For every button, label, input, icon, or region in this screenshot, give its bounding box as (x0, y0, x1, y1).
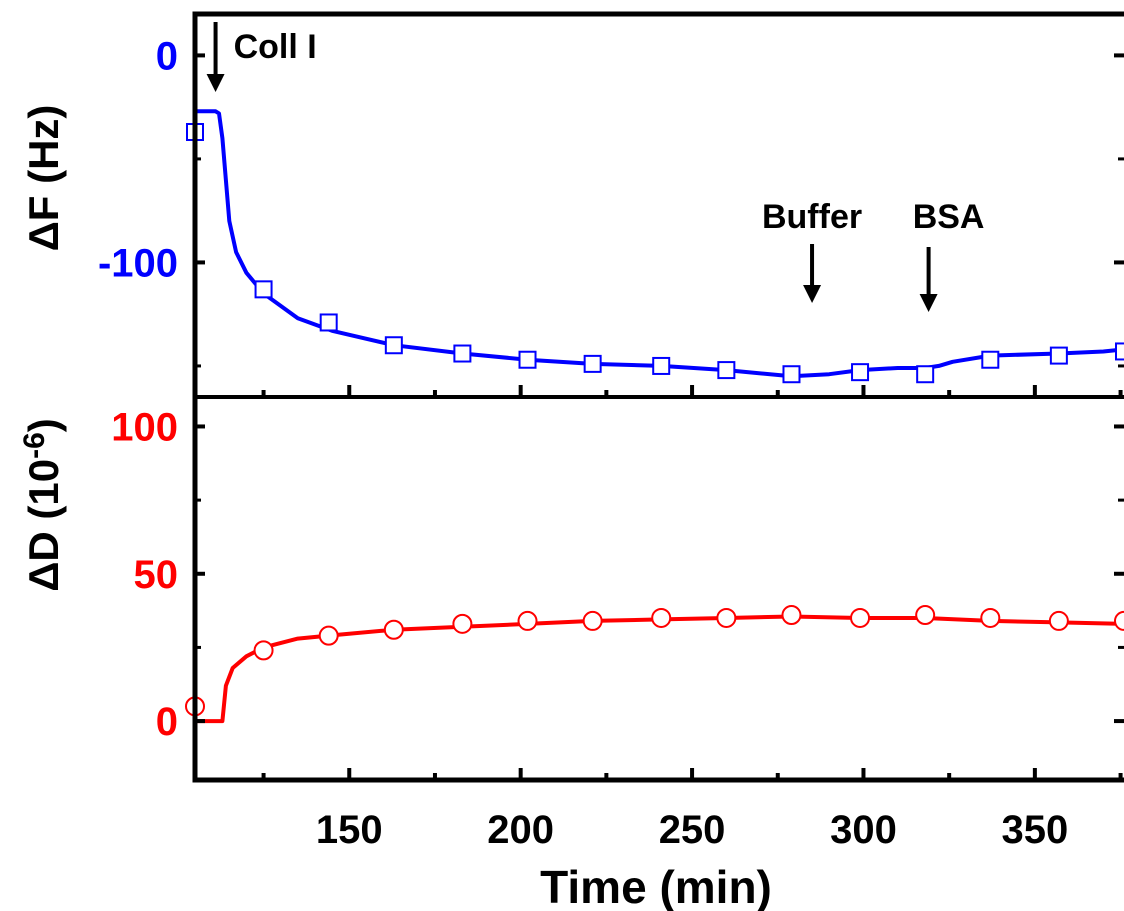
bottom-marker-11 (915, 605, 936, 626)
bottom-y-axis-title-close: ) (20, 418, 67, 432)
bottom-marker-6 (582, 610, 603, 631)
annotation-arrow-2-head (919, 294, 938, 312)
top-marker-3 (384, 336, 403, 355)
bottom-marker-3 (383, 619, 404, 640)
bottom-y-axis-title: ΔD (10-6) (18, 418, 67, 592)
bottom-y-axis-title-base: ΔD (10 (20, 459, 67, 592)
top-marker-5 (518, 350, 537, 369)
bottom-marker-9 (781, 605, 802, 626)
bottom-marker-2 (318, 625, 339, 646)
top-panel-frequency: 0 -100 (98, 34, 1124, 397)
top-marker-9 (782, 365, 801, 384)
top-series-line (195, 109, 1124, 379)
top-ytick-label-1: -100 (98, 241, 178, 285)
bottom-ytick-label-2: 100 (111, 405, 178, 449)
bottom-marker-10 (850, 607, 871, 628)
bottom-marker-13 (1048, 610, 1069, 631)
bottom-panel-dissipation: 0 50 100 (111, 405, 1124, 780)
bottom-marker-4 (452, 613, 473, 634)
xtick-label-4: 350 (1001, 808, 1068, 852)
xtick-label-1: 200 (487, 808, 554, 852)
top-marker-14 (1115, 342, 1124, 361)
axis-labels: Coll I Buffer BSA 150 200 250 300 350 Time (min)… (18, 22, 1068, 911)
annotation-arrow-1-head (803, 285, 822, 303)
top-marker-4 (453, 344, 472, 363)
bottom-marker-14 (1114, 610, 1124, 631)
annotation-1: Buffer (762, 198, 862, 236)
x-axis-title: Time (min) (540, 861, 772, 911)
xtick-label-2: 250 (659, 808, 726, 852)
annotation-0: Coll I (234, 28, 317, 66)
annotation-2: BSA (913, 198, 985, 236)
bottom-marker-5 (517, 610, 538, 631)
bottom-y-axis-title-exp: -6 (18, 432, 51, 459)
xtick-label-0: 150 (316, 808, 383, 852)
top-marker-10 (851, 363, 870, 382)
bottom-marker-8 (716, 607, 737, 628)
bottom-marker-1 (253, 640, 274, 661)
top-marker-12 (981, 350, 1000, 369)
top-marker-13 (1049, 346, 1068, 365)
bottom-marker-12 (980, 607, 1001, 628)
top-marker-11 (916, 365, 935, 384)
plot-frame (192, 11, 1124, 783)
xtick-label-3: 300 (830, 808, 897, 852)
bottom-ytick-label-0: 0 (156, 700, 178, 744)
top-marker-6 (583, 354, 602, 373)
top-marker-8 (717, 361, 736, 380)
bottom-marker-7 (651, 607, 672, 628)
bottom-ytick-label-1: 50 (134, 553, 179, 597)
top-marker-7 (652, 356, 671, 375)
top-y-axis-title: ΔF (Hz) (20, 105, 67, 252)
annotation-arrow-0-head (206, 74, 225, 92)
top-ytick-label-0: 0 (156, 34, 178, 78)
top-marker-2 (319, 313, 338, 332)
top-marker-1 (254, 280, 273, 299)
